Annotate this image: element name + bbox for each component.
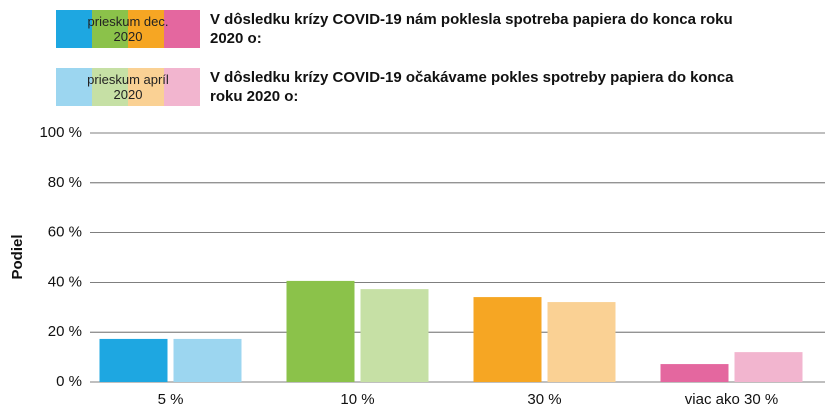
swatch-strip (128, 68, 164, 106)
legend-label: prieskum apríl 2020 (87, 72, 169, 102)
x-tick-label: 10 % (340, 391, 374, 408)
y-axis-label: Podiel (9, 234, 26, 279)
bar (173, 338, 242, 382)
swatch-strip (164, 68, 200, 106)
bar (660, 364, 729, 382)
legend-label: prieskum dec. 2020 (87, 14, 169, 44)
swatch-strip (56, 10, 92, 48)
legend-description: V dôsledku krízy COVID-19 nám poklesla s… (210, 11, 733, 47)
swatch-strip (92, 68, 128, 106)
swatch-strip (164, 10, 200, 48)
y-tick-label: 40 % (48, 273, 82, 290)
y-tick-label: 60 % (48, 224, 82, 241)
y-tick-label: 100 % (39, 124, 82, 141)
y-tick-label: 20 % (48, 323, 82, 340)
bar (734, 352, 803, 382)
x-tick-label: 5 % (158, 391, 184, 408)
y-tick-label: 0 % (56, 373, 82, 390)
legend-description: V dôsledku krízy COVID-19 očakávame pokl… (210, 69, 734, 105)
x-tick-label: viac ako 30 % (685, 391, 778, 408)
swatch-strip (56, 68, 92, 106)
y-tick-label: 80 % (48, 174, 82, 191)
bar (360, 289, 429, 382)
x-tick-label: 30 % (527, 391, 561, 408)
swatch-strip (128, 10, 164, 48)
legend-swatch (56, 10, 200, 48)
swatch-strip (92, 10, 128, 48)
bar (99, 338, 168, 382)
legend-swatch (56, 68, 200, 106)
bar (286, 280, 355, 382)
bar (473, 297, 542, 382)
bar (547, 302, 616, 382)
